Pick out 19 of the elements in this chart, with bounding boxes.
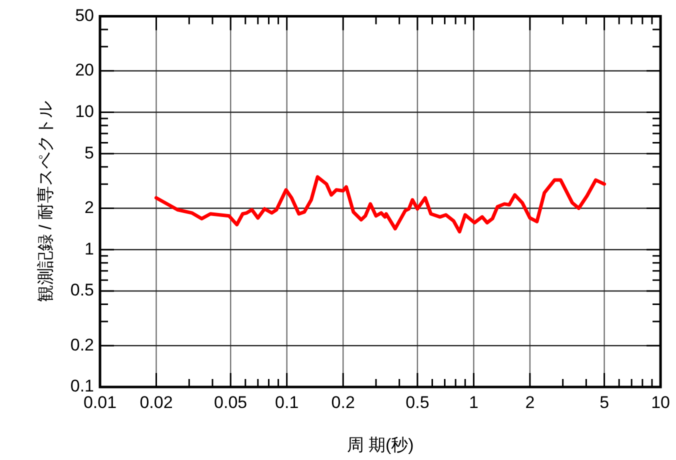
x-tick-label: 0.02 [140, 392, 173, 412]
x-tick-label: 0.5 [406, 392, 430, 412]
x-tick-label: 5 [600, 392, 610, 412]
y-tick-label: 1 [84, 239, 94, 258]
x-tick-label: 0.2 [331, 392, 355, 412]
y-tick-label: 10 [75, 102, 94, 121]
x-tick-label: 0.1 [275, 392, 299, 412]
y-tick-label: 5 [84, 143, 94, 162]
x-tick-label: 1 [468, 392, 478, 412]
x-tick-label: 10 [651, 392, 670, 412]
x-tick-label: 2 [525, 392, 535, 412]
y-tick-label: 0.5 [70, 280, 94, 300]
y-tick-label: 50 [75, 6, 94, 25]
y-tick-label: 20 [75, 60, 94, 80]
x-axis-title: 周 期(秒) [346, 435, 414, 454]
y-axis-title: 観測記録 / 耐専スペクトル [36, 101, 55, 302]
y-tick-label: 2 [84, 198, 94, 217]
y-tick-label: 0.2 [70, 335, 94, 354]
x-tick-label: 0.05 [214, 392, 248, 412]
